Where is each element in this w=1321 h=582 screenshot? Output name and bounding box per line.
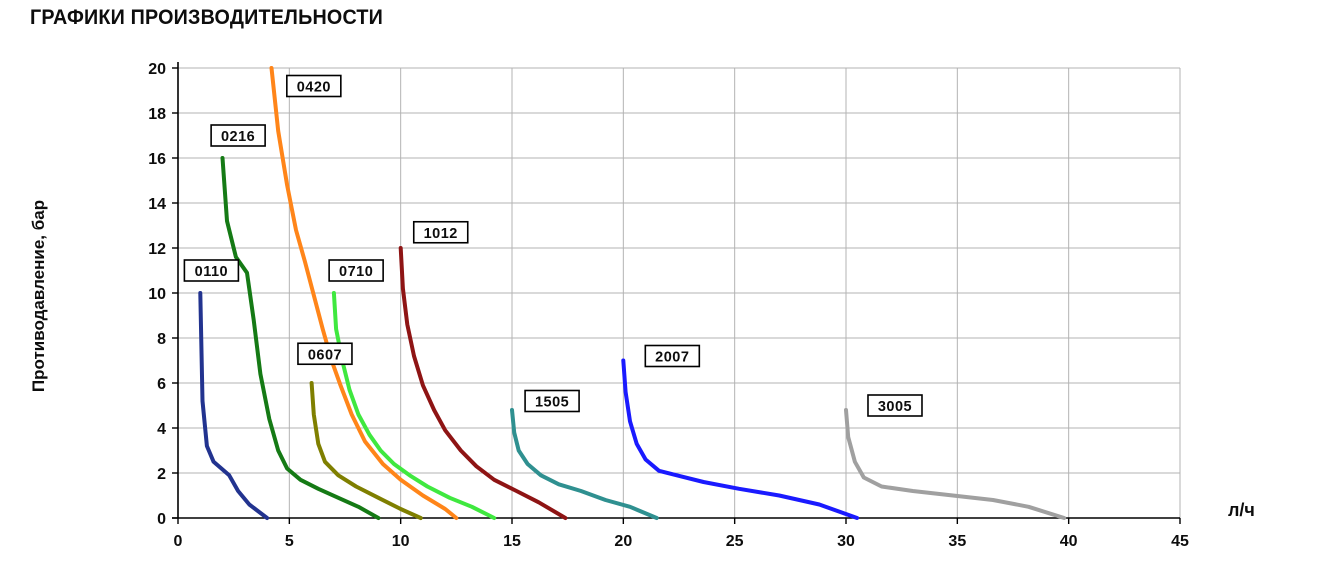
series-label-box-0420 xyxy=(286,74,342,98)
series-label-box-0607 xyxy=(297,342,353,366)
series-label-1505: 1505 xyxy=(535,395,569,411)
series-label-box-0110 xyxy=(183,259,240,282)
series-label-box-1012 xyxy=(412,220,469,244)
y-tick-label: 4 xyxy=(157,421,166,438)
y-tick-label: 20 xyxy=(148,61,166,78)
x-tick-label: 20 xyxy=(614,533,632,550)
x-tick-label: 25 xyxy=(726,533,744,550)
x-tick-label: 5 xyxy=(285,533,294,550)
y-tick-label: 2 xyxy=(157,466,166,483)
series-label-box-0710 xyxy=(328,259,384,282)
series-label-box-0216 xyxy=(210,124,266,147)
x-tick-label: 30 xyxy=(837,533,855,550)
series-label-0420: 0420 xyxy=(297,80,331,96)
y-tick-label: 8 xyxy=(157,331,166,348)
y-axis-label: Противодавление, бар xyxy=(29,199,48,393)
x-tick-label: 0 xyxy=(174,533,183,550)
series-label-0607: 0607 xyxy=(308,347,342,363)
series-line-0420 xyxy=(269,66,459,520)
series-label-3005: 3005 xyxy=(878,399,912,415)
y-tick-label: 6 xyxy=(157,376,166,393)
y-tick-label: 16 xyxy=(148,151,166,168)
x-tick-label: 10 xyxy=(392,533,410,550)
chart-title: ГРАФИКИ ПРОИЗВОДИТЕЛЬНОСТИ xyxy=(30,6,384,29)
series-line-1505 xyxy=(510,408,659,520)
series-label-0710: 0710 xyxy=(339,264,373,280)
series-line-3005 xyxy=(844,408,1067,520)
series-label-box-3005 xyxy=(867,394,923,417)
y-tick-label: 14 xyxy=(148,196,166,213)
series-label-box-1505 xyxy=(524,389,580,413)
series-label-0110: 0110 xyxy=(195,264,228,280)
x-axis-label: л/ч xyxy=(1228,500,1255,520)
series-line-0607 xyxy=(309,381,423,520)
y-tick-label: 12 xyxy=(148,241,166,258)
series-line-1012 xyxy=(398,246,568,520)
series-label-1012: 1012 xyxy=(424,226,458,242)
x-tick-label: 35 xyxy=(948,533,966,550)
series-line-0110 xyxy=(198,291,270,520)
y-tick-label: 18 xyxy=(148,106,166,123)
y-tick-label: 10 xyxy=(148,286,166,303)
series-label-2007: 2007 xyxy=(655,350,689,366)
x-tick-label: 45 xyxy=(1171,533,1189,550)
x-tick-label: 40 xyxy=(1060,533,1078,550)
x-tick-label: 15 xyxy=(503,533,521,550)
series-line-2007 xyxy=(621,358,860,520)
series-label-0216: 0216 xyxy=(221,129,255,145)
series-label-box-2007 xyxy=(644,344,701,368)
y-tick-label: 0 xyxy=(157,511,166,528)
